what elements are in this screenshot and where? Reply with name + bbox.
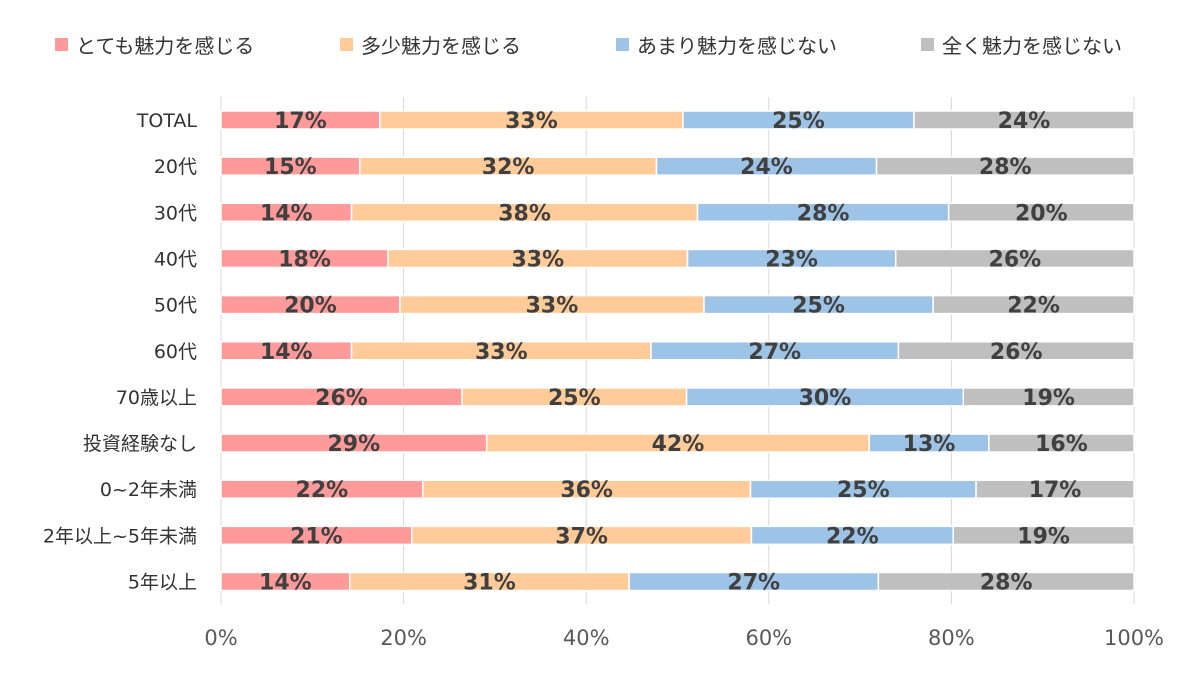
category-label: TOTAL <box>136 110 198 132</box>
data-label: 27% <box>727 571 780 596</box>
legend-item: あまり魅力を感じない <box>616 26 837 62</box>
data-label: 19% <box>1017 524 1070 549</box>
legend-item: とても魅力を感じる <box>55 26 254 62</box>
x-tick-label: 0% <box>204 626 237 650</box>
bar-segment <box>913 110 1135 130</box>
data-label: 32% <box>482 155 535 180</box>
category-label: 50代 <box>154 295 197 317</box>
category-label: 2年以上~5年未満 <box>43 525 197 547</box>
legend-label: あまり魅力を感じない <box>637 33 837 58</box>
bar-segment <box>962 387 1135 407</box>
data-label: 25% <box>837 478 890 503</box>
bar-segment <box>988 433 1135 453</box>
data-label: 21% <box>290 524 343 549</box>
bar-segment <box>932 294 1135 315</box>
category-label: 0~2年未満 <box>100 479 197 501</box>
data-label: 36% <box>560 478 613 503</box>
data-label: 20% <box>1015 201 1068 226</box>
bar-segment <box>947 202 1135 223</box>
data-label: 25% <box>772 109 825 134</box>
data-label: 28% <box>979 155 1032 180</box>
category-label: 20代 <box>154 156 197 178</box>
category-label: 30代 <box>154 202 197 224</box>
legend-swatch <box>340 37 353 51</box>
bar-segment <box>894 248 1135 269</box>
legend-swatch <box>921 37 934 51</box>
data-label: 19% <box>1022 386 1075 411</box>
legend-label: 全く魅力を感じない <box>942 33 1122 58</box>
data-label: 29% <box>328 432 381 457</box>
data-label: 33% <box>511 247 564 272</box>
data-label: 33% <box>505 109 558 134</box>
x-tick-label: 80% <box>928 626 975 650</box>
legend-item: 多少魅力を感じる <box>340 26 521 62</box>
bar-segment <box>877 571 1135 592</box>
data-label: 17% <box>274 109 327 134</box>
bar-segment <box>875 156 1135 176</box>
legend-label: 多少魅力を感じる <box>361 33 521 58</box>
data-label: 22% <box>1007 294 1060 319</box>
category-label: 40代 <box>154 248 197 270</box>
data-label: 22% <box>826 524 879 549</box>
x-tick-label: 20% <box>380 626 427 650</box>
data-label: 23% <box>765 247 818 272</box>
data-label: 17% <box>1029 478 1082 503</box>
legend-item: 全く魅力を感じない <box>921 26 1122 62</box>
data-label: 26% <box>315 386 368 411</box>
x-tick-label: 60% <box>745 626 792 650</box>
data-label: 25% <box>792 294 845 319</box>
category-label: 70歳以上 <box>116 387 197 409</box>
legend-label: とても魅力を感じる <box>76 33 255 58</box>
data-label: 14% <box>259 571 312 596</box>
data-label: 26% <box>990 340 1043 365</box>
data-label: 20% <box>284 294 337 319</box>
data-label: 14% <box>260 201 313 226</box>
data-label: 16% <box>1035 432 1088 457</box>
category-label: 5年以上 <box>128 572 197 594</box>
bar-segment <box>897 341 1135 361</box>
bar-segment <box>975 479 1135 499</box>
category-label: 投資経験なし <box>83 433 197 455</box>
data-label: 33% <box>526 294 579 319</box>
legend: とても魅力を感じる 多少魅力を感じる あまり魅力を感じない 全く魅力を感じない <box>0 26 1200 62</box>
data-label: 28% <box>980 571 1033 596</box>
legend-swatch <box>55 37 68 51</box>
data-label: 26% <box>989 247 1042 272</box>
data-label: 30% <box>799 386 852 411</box>
data-label: 15% <box>264 155 317 180</box>
data-label: 24% <box>740 155 793 180</box>
bar-segment <box>952 525 1135 546</box>
data-label: 33% <box>475 340 528 365</box>
x-tick-label: 40% <box>563 626 610 650</box>
data-label: 31% <box>463 571 516 596</box>
data-label: 27% <box>748 340 801 365</box>
data-label: 38% <box>498 201 551 226</box>
data-label: 14% <box>260 340 313 365</box>
x-tick-label: 100% <box>1104 626 1164 650</box>
data-label: 37% <box>555 524 608 549</box>
data-label: 25% <box>548 386 601 411</box>
data-label: 28% <box>797 201 850 226</box>
category-label: 60代 <box>154 341 197 363</box>
data-label: 22% <box>296 478 349 503</box>
legend-swatch <box>616 37 629 51</box>
data-label: 42% <box>652 432 705 457</box>
data-label: 18% <box>278 247 331 272</box>
data-label: 13% <box>903 432 956 457</box>
data-label: 24% <box>998 109 1051 134</box>
